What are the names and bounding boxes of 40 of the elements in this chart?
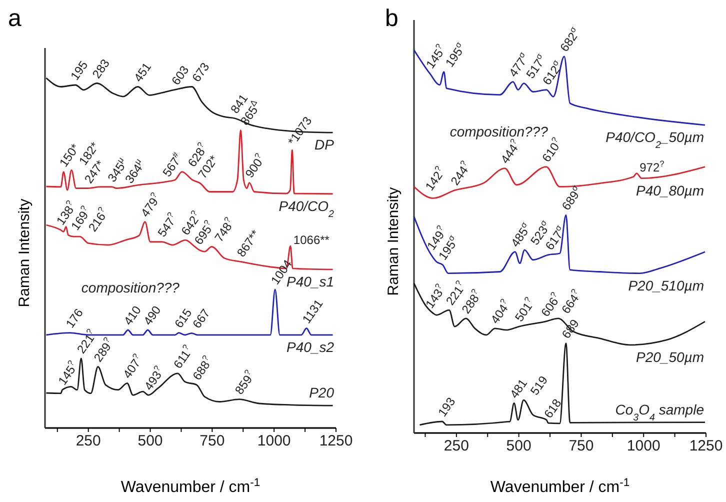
annotation: 519: [528, 373, 551, 398]
annotation: 193: [435, 394, 458, 420]
chart-title: b: [385, 5, 398, 32]
series-label: P20_510µm: [628, 277, 704, 294]
annotation: composition???: [450, 124, 548, 140]
x-tick-label: 1000: [257, 432, 291, 450]
annotation: 1066**: [293, 233, 330, 247]
annotation: 176: [63, 306, 86, 331]
annotation: 972$^{?}$: [640, 158, 665, 174]
chart-title: a: [8, 5, 22, 32]
annotation: 195: [68, 58, 91, 83]
annotation: 283: [90, 56, 113, 81]
x-tick-label: 500: [506, 438, 532, 455]
annotation: 451: [131, 60, 154, 84]
annotation: 618: [541, 396, 564, 421]
y-axis-title: Raman Intensity: [385, 186, 402, 296]
series-label: P40/CO$_{2}$_50µm: [606, 129, 704, 151]
x-tick-label: 750: [200, 432, 225, 450]
x-axis-title: Wavenumber / cm$^{-1}$: [120, 477, 260, 496]
x-tick-label: 1250: [689, 438, 723, 455]
annotation: 481: [507, 376, 530, 401]
series-label: P20_50µm: [636, 348, 704, 365]
series-label: P40/CO$_{2}$: [278, 198, 335, 220]
annotation: 689: [558, 316, 582, 342]
x-tick-label: 250: [444, 438, 469, 455]
x-tick-label: 1000: [626, 438, 660, 455]
y-axis-title: Raman Intensity: [16, 198, 33, 308]
series-label: Co$_{3}$O$_{4}$ sample: [615, 401, 704, 423]
annotation: composition???: [81, 279, 180, 296]
series-label: P40_80µm: [636, 182, 704, 198]
annotation: 673: [189, 60, 212, 84]
x-axis-title: Wavenumber / cm$^{-1}$: [490, 477, 630, 496]
annotation: 603: [168, 62, 192, 88]
series-label: DP: [314, 136, 335, 153]
x-tick-label: 250: [76, 432, 101, 450]
series-label: P20: [309, 384, 334, 401]
series-label: P40_s2: [286, 338, 334, 355]
x-tick-label: 1250: [319, 432, 353, 450]
x-tick-label: 750: [568, 438, 594, 455]
x-tick-label: 500: [138, 432, 163, 450]
